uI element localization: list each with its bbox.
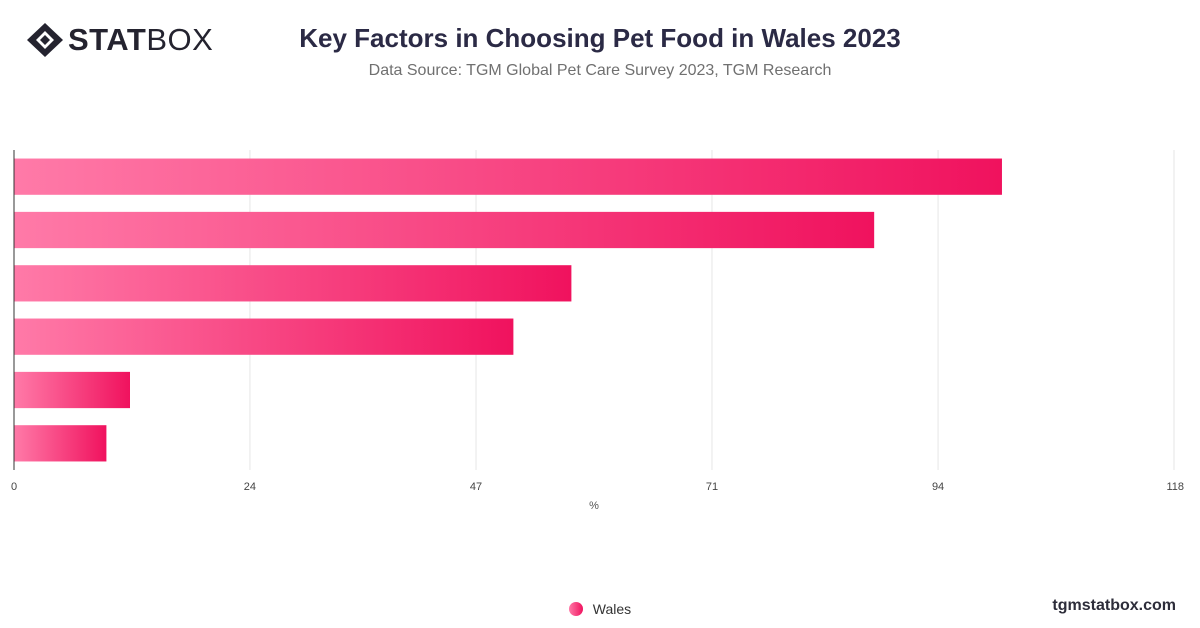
legend-swatch-wales[interactable] [568, 602, 583, 616]
bar[interactable] [14, 265, 572, 302]
chart-subtitle: Data Source: TGM Global Pet Care Survey … [368, 62, 832, 79]
x-tick-label: 94 [932, 481, 944, 493]
bar[interactable] [14, 371, 130, 409]
bars [14, 158, 1002, 462]
logo: STATBOX [26, 22, 213, 58]
logo-text: STATBOX [68, 22, 213, 58]
watermark: tgmstatbox.com [1052, 597, 1176, 614]
x-tick-labels: 0 24 47 71 94 118 [11, 481, 1184, 493]
x-axis-label: % [589, 500, 599, 512]
bar[interactable] [14, 158, 1002, 195]
legend: Wales [0, 601, 1200, 617]
bar[interactable] [14, 211, 875, 249]
chart-title: Key Factors in Choosing Pet Food in Wale… [299, 23, 901, 53]
x-tick-label: 118 [1166, 481, 1184, 493]
x-tick-label: 71 [706, 481, 718, 493]
x-tick-label: 47 [470, 481, 482, 493]
logo-text-bold: STAT [68, 22, 147, 57]
diamond-logo-icon [27, 23, 63, 57]
bar[interactable] [14, 318, 514, 355]
bar[interactable] [14, 425, 107, 462]
logo-text-light: BOX [146, 22, 214, 57]
x-tick-label: 24 [244, 481, 256, 493]
legend-label-wales[interactable]: Wales [592, 601, 632, 617]
gridlines [249, 150, 1175, 470]
x-tick-label: 0 [11, 481, 17, 493]
